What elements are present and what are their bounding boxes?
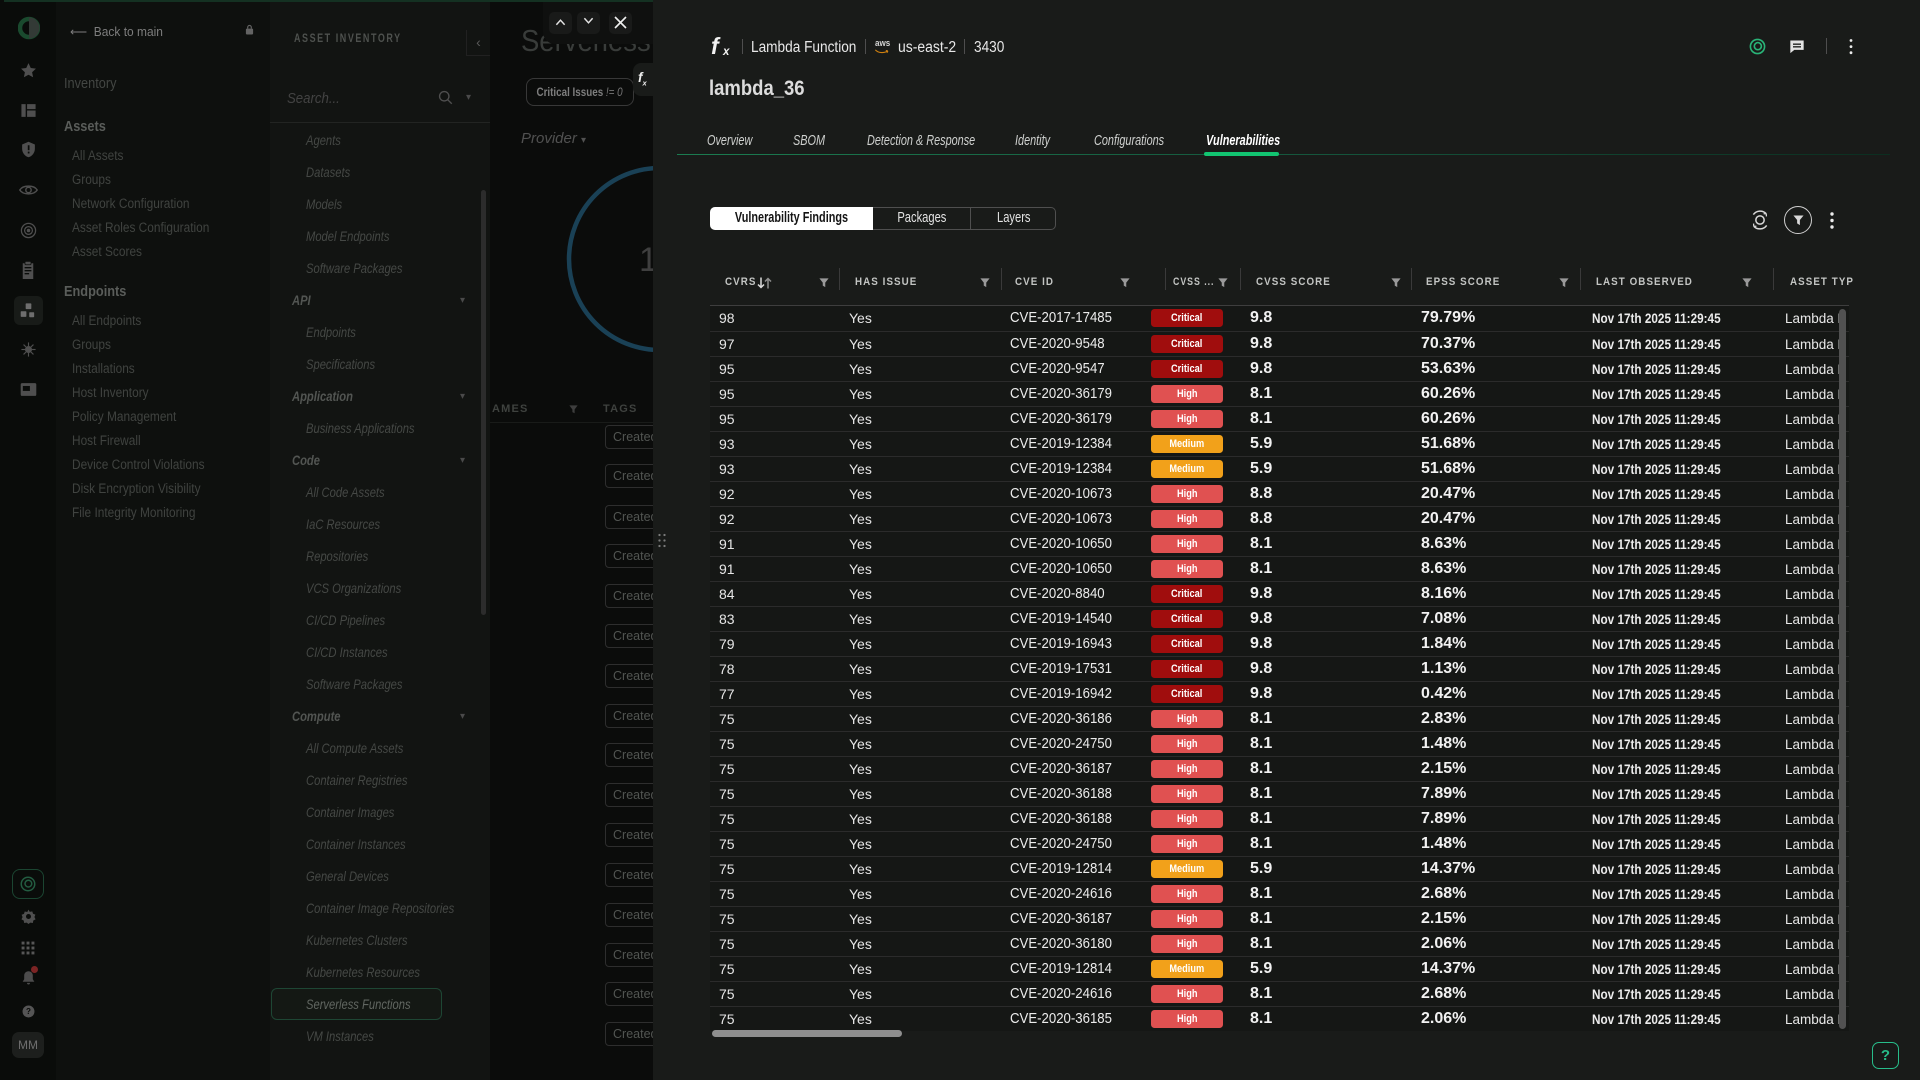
svg-text:?: ? [26,1007,31,1016]
svg-text:10: 10 [639,241,653,279]
